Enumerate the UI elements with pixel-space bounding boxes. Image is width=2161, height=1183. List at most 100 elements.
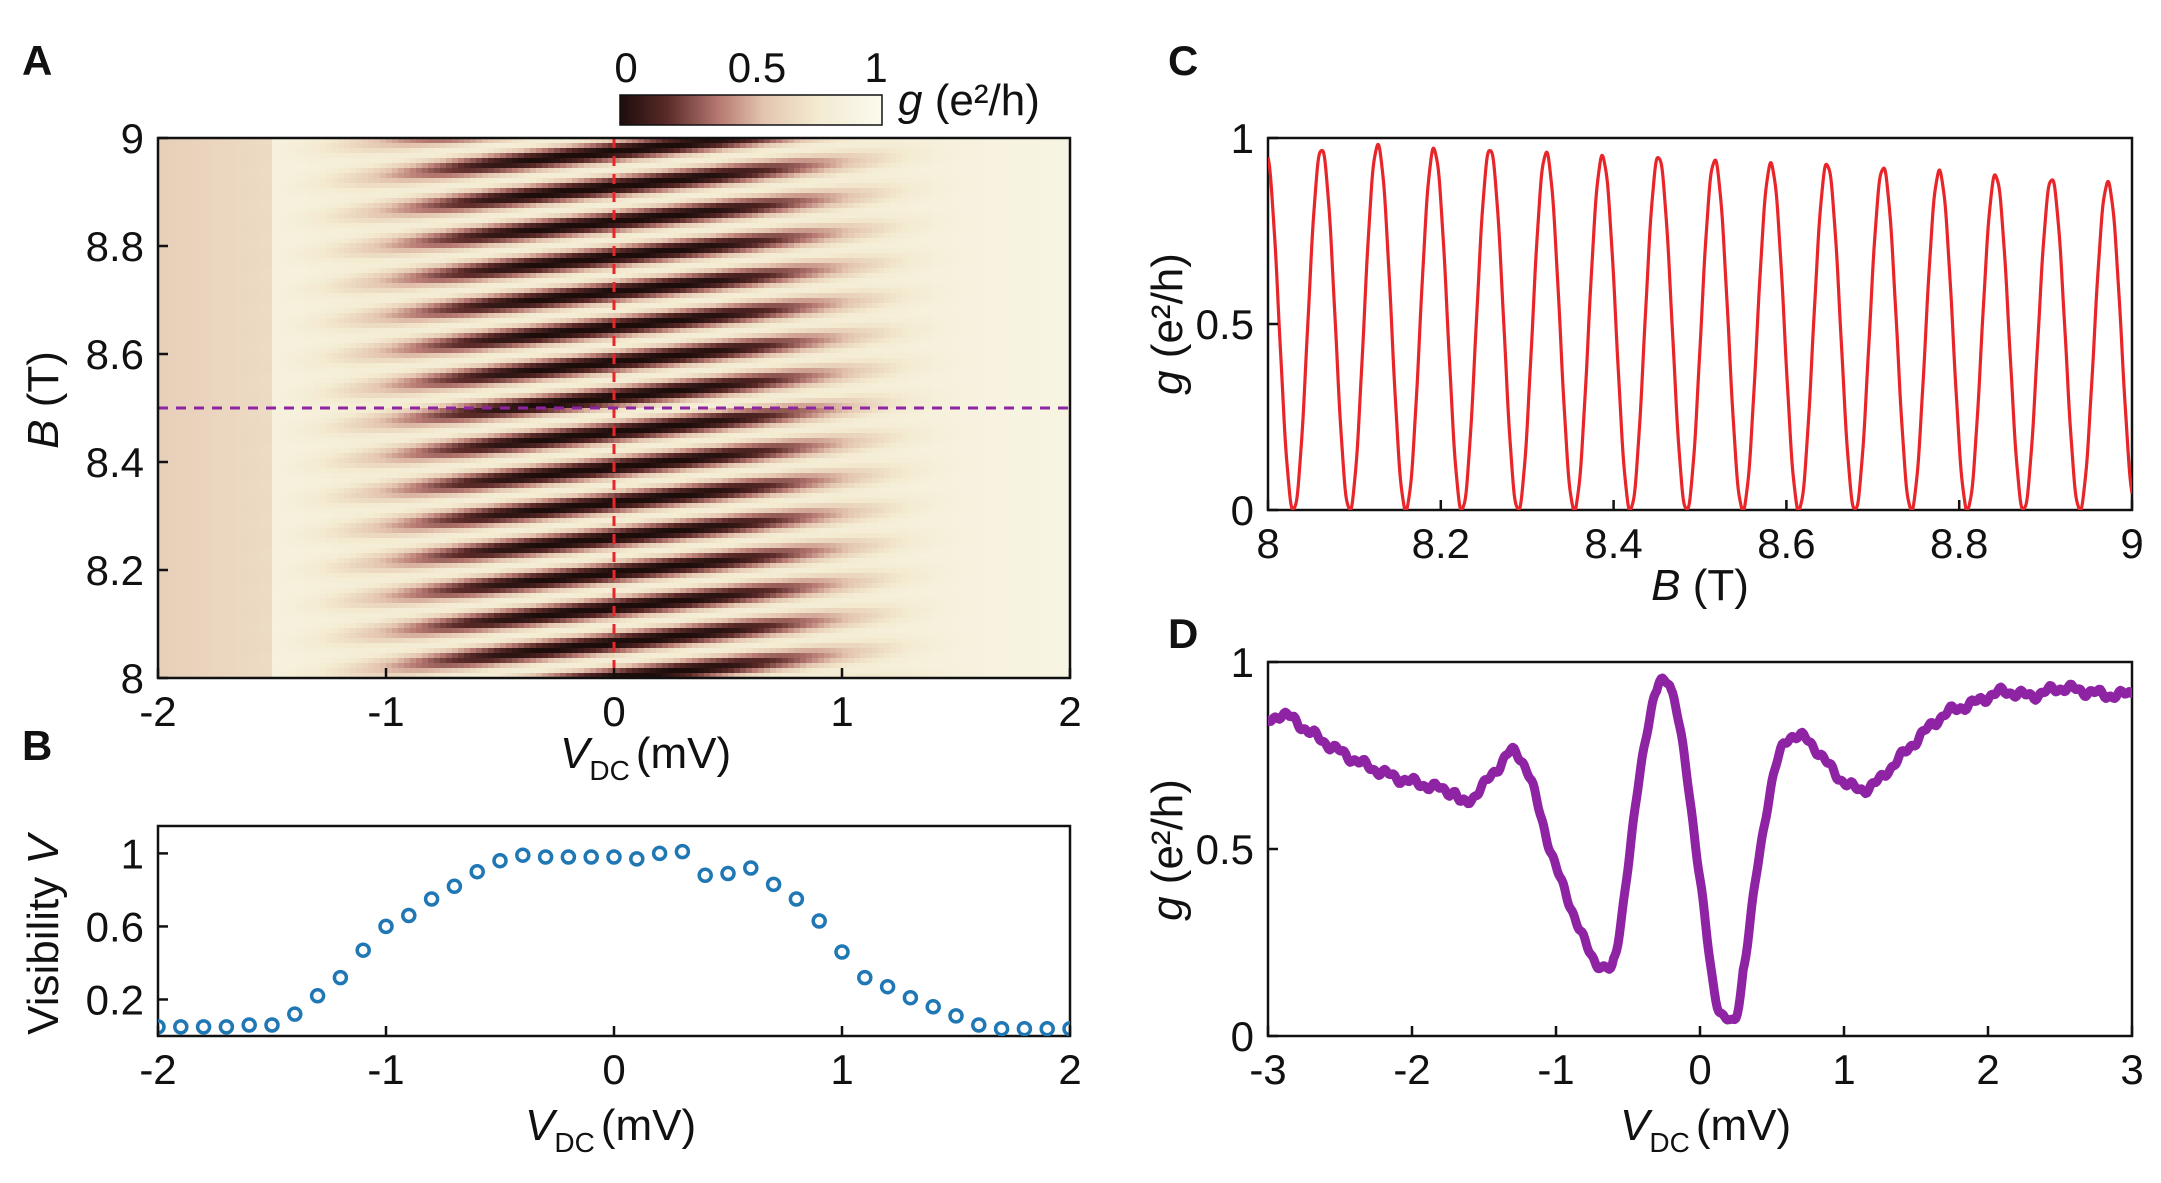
heatmap-cell (956, 143, 963, 149)
heatmap-cell (548, 138, 555, 144)
heatmap-cell (674, 168, 681, 174)
heatmap-cell (272, 168, 279, 174)
heatmap-cell (284, 213, 291, 219)
heatmap-cell (170, 203, 177, 209)
heatmap-cell (458, 208, 465, 214)
heatmap-cell (926, 273, 933, 279)
heatmap-cell (734, 258, 741, 264)
heatmap-cell (476, 153, 483, 159)
heatmap-cell (374, 258, 381, 264)
heatmap-cell (500, 193, 507, 199)
heatmap-cell (248, 198, 255, 204)
heatmap-cell (440, 223, 447, 229)
heatmap-cell (968, 173, 975, 179)
heatmap-cell (446, 208, 453, 214)
heatmap-cell (740, 248, 747, 254)
heatmap-cell (1046, 258, 1053, 264)
heatmap-cell (782, 258, 789, 264)
heatmap-cell (824, 253, 831, 259)
heatmap-cell (974, 253, 981, 259)
heatmap-cell (782, 173, 789, 179)
heatmap-cell (278, 223, 285, 229)
heatmap-cell (308, 153, 315, 159)
heatmap-cell (752, 148, 759, 154)
heatmap-cell (416, 153, 423, 159)
heatmap-cell (866, 153, 873, 159)
heatmap-cell (1064, 178, 1070, 184)
heatmap-cell (1028, 138, 1035, 144)
heatmap-cell (908, 153, 915, 159)
heatmap-cell (992, 233, 999, 239)
heatmap-cell (560, 228, 567, 234)
heatmap-cell (836, 183, 843, 189)
heatmap-cell (206, 153, 213, 159)
heatmap-cell (746, 148, 753, 154)
heatmap-cell (290, 208, 297, 214)
heatmap-cell (1028, 248, 1035, 254)
heatmap-cell (260, 233, 267, 239)
heatmap-cell (422, 298, 429, 304)
heatmap-cell (410, 218, 417, 224)
heatmap-cell (1046, 178, 1053, 184)
heatmap-cell (698, 263, 705, 269)
heatmap-cell (608, 148, 615, 154)
heatmap-cell (806, 203, 813, 209)
heatmap-cell (356, 248, 363, 254)
heatmap-cell (416, 223, 423, 229)
heatmap-cell (758, 273, 765, 279)
heatmap-cell (734, 228, 741, 234)
heatmap-cell (662, 203, 669, 209)
heatmap-cell (1064, 288, 1070, 294)
heatmap-cell (794, 213, 801, 219)
heatmap-cell (968, 243, 975, 249)
heatmap-cell (464, 208, 471, 214)
heatmap-cell (188, 228, 195, 234)
heatmap-cell (236, 233, 243, 239)
heatmap-cell (542, 268, 549, 274)
heatmap-cell (362, 288, 369, 294)
heatmap-cell (470, 138, 477, 144)
heatmap-cell (572, 168, 579, 174)
heatmap-cell (338, 238, 345, 244)
heatmap-cell (602, 238, 609, 244)
heatmap-cell (962, 193, 969, 199)
heatmap-cell (1040, 223, 1047, 229)
heatmap-cell (632, 203, 639, 209)
heatmap-cell (296, 258, 303, 264)
heatmap-cell (980, 233, 987, 239)
heatmap-cell (776, 193, 783, 199)
heatmap-cell (740, 188, 747, 194)
heatmap-cell (620, 238, 627, 244)
heatmap-cell (260, 223, 267, 229)
heatmap-cell (242, 158, 249, 164)
heatmap-cell (1016, 288, 1023, 294)
heatmap-cell (320, 188, 327, 194)
heatmap-cell (674, 183, 681, 189)
heatmap-cell (248, 283, 255, 289)
heatmap-cell (770, 183, 777, 189)
heatmap-cell (548, 198, 555, 204)
heatmap-cell (320, 193, 327, 199)
heatmap-cell (236, 138, 243, 144)
heatmap-cell (800, 173, 807, 179)
heatmap-cell (458, 163, 465, 169)
heatmap-cell (500, 173, 507, 179)
heatmap-cell (722, 228, 729, 234)
heatmap-cell (590, 223, 597, 229)
heatmap-cell (158, 273, 165, 279)
heatmap-cell (578, 258, 585, 264)
heatmap-cell (794, 223, 801, 229)
heatmap-cell (410, 198, 417, 204)
heatmap-cell (926, 283, 933, 289)
heatmap-cell (392, 238, 399, 244)
heatmap-cell (224, 283, 231, 289)
heatmap-cell (782, 188, 789, 194)
heatmap-cell (650, 263, 657, 269)
heatmap-cell (686, 293, 693, 299)
heatmap-cell (866, 273, 873, 279)
heatmap-cell (548, 268, 555, 274)
heatmap-cell (512, 208, 519, 214)
heatmap-cell (326, 298, 333, 304)
heatmap-cell (506, 228, 513, 234)
heatmap-cell (578, 213, 585, 219)
